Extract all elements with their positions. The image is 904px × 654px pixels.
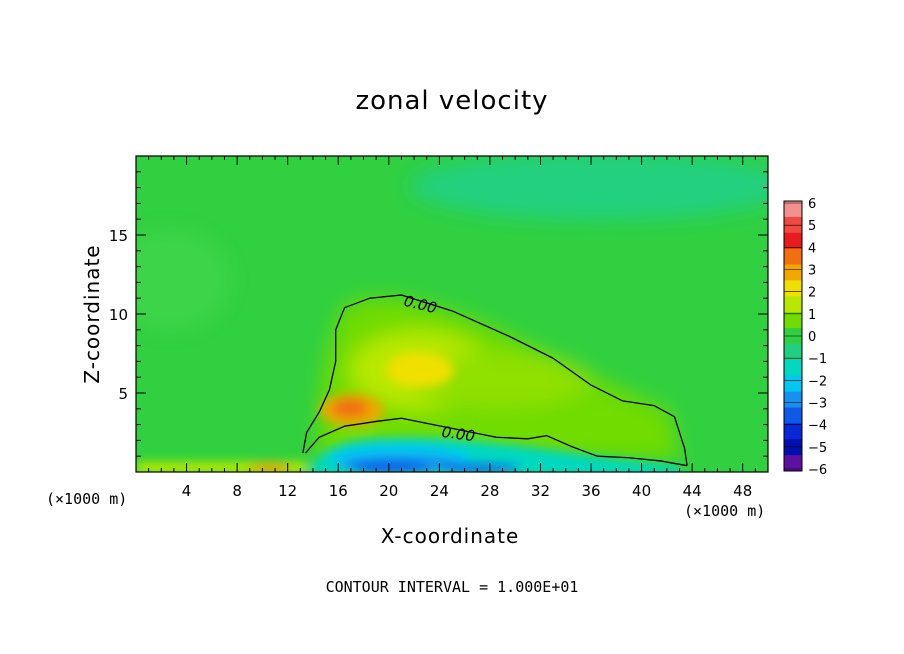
x-tick-label: 12	[278, 482, 297, 500]
colorbar-label: 1	[808, 308, 816, 323]
contour-line	[304, 417, 688, 467]
colorbar-swatch	[784, 439, 802, 456]
colorbar-swatch	[784, 423, 802, 440]
y-tick-label: 10	[109, 306, 128, 324]
colorbar: 6 5 4 3 2 1 0 −1 −2 −3 −4 −5 −6	[783, 197, 827, 478]
colorbar-swatch	[784, 232, 802, 250]
colorbar-swatch	[784, 359, 802, 377]
x-tick-label: 16	[329, 482, 348, 500]
colorbar-swatch	[784, 455, 802, 472]
colorbar-swatch	[784, 296, 802, 313]
x-tick-label: 44	[683, 482, 702, 500]
colorbar-label: 5	[808, 219, 816, 234]
colorbar-label: 4	[808, 241, 816, 256]
colorbar-label: 2	[808, 286, 816, 301]
x-tick-label: 36	[581, 482, 600, 500]
colorbar-swatch	[784, 375, 802, 393]
x-tick-label: 20	[379, 482, 398, 500]
x-tick-label: 8	[232, 482, 242, 500]
chart-title: zonal velocity	[355, 86, 549, 116]
x-axis-label: X-coordinate	[380, 524, 520, 548]
colorbar-swatch	[784, 343, 802, 361]
y-tick-label: 5	[118, 385, 128, 403]
x-tick-label: 40	[632, 482, 651, 500]
colorbar-swatch	[784, 312, 802, 329]
contour-label: 0.00	[441, 423, 477, 445]
y-axis-ticks: 5 10 15	[109, 171, 768, 457]
colorbar-label: −2	[808, 374, 827, 389]
x-tick-label: 32	[531, 482, 550, 500]
x-tick-label: 4	[182, 482, 192, 500]
y-axis-label: Z-coordinate	[80, 244, 104, 384]
colorbar-swatch	[784, 407, 802, 424]
colorbar-label: 3	[808, 264, 816, 279]
colorbar-swatch	[784, 280, 802, 297]
colorbar-swatch	[784, 264, 802, 281]
colorbar-label: −1	[808, 352, 827, 367]
colorbar-label: 0	[808, 330, 816, 345]
contour-lines	[302, 294, 688, 467]
contour-interval-note: CONTOUR INTERVAL = 1.000E+01	[325, 578, 579, 596]
colorbar-label: −5	[808, 441, 827, 456]
y-tick-label: 15	[109, 227, 128, 245]
colorbar-label: 6	[808, 197, 816, 212]
x-axis-ticks: 4 8 12 16 20 24 28 32 36 40 44 48	[148, 156, 756, 500]
x-tick-label: 24	[430, 482, 449, 500]
colorbar-swatch	[784, 201, 802, 218]
x-tick-label: 28	[480, 482, 499, 500]
x-unit-label-left: (×1000 m)	[46, 490, 128, 508]
contour-line	[302, 294, 688, 466]
heatmap-field	[136, 156, 768, 472]
colorbar-label: −3	[808, 397, 827, 412]
x-unit-label-right: (×1000 m)	[684, 502, 766, 520]
colorbar-label: −4	[808, 419, 827, 434]
colorbar-swatch	[784, 248, 802, 266]
x-tick-label: 48	[733, 482, 752, 500]
colorbar-swatch	[784, 391, 802, 408]
colorbar-label: −6	[808, 463, 827, 478]
